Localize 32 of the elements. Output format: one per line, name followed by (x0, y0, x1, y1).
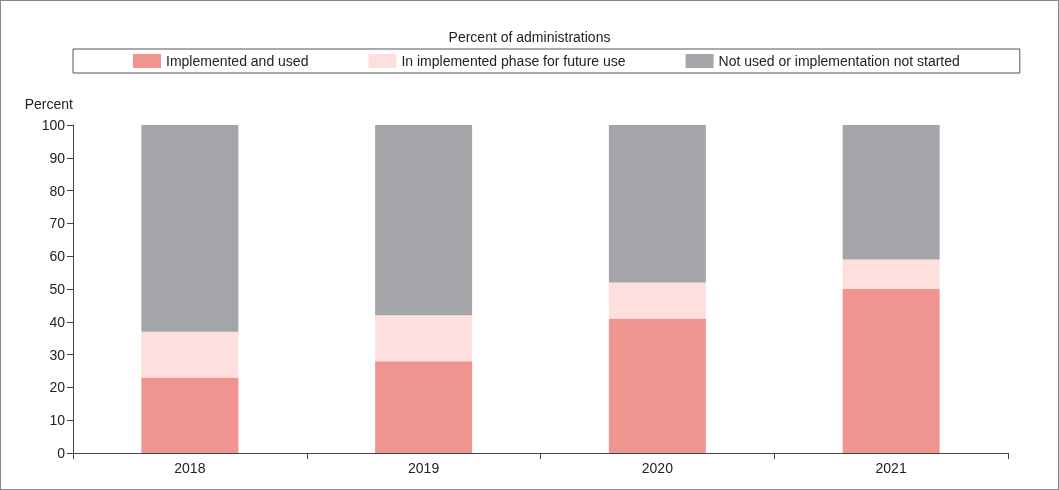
y-tick-label: 50 (49, 281, 66, 297)
bar (375, 315, 473, 362)
y-tick-label: 30 (49, 346, 66, 363)
legend-label: Implemented and used (166, 53, 309, 69)
legend-label: In implemented phase for future use (401, 53, 626, 69)
bar (375, 361, 473, 453)
y-tick-label: 60 (49, 248, 66, 265)
bar (141, 331, 239, 378)
bar (842, 289, 940, 453)
bar (842, 125, 940, 260)
bar (375, 125, 473, 316)
bar (608, 282, 706, 319)
y-tick-label: 100 (41, 117, 66, 133)
x-tick-label: 2018 (174, 460, 206, 476)
y-tick-label: 20 (49, 379, 66, 396)
x-tick-label: 2019 (408, 460, 440, 476)
bar (842, 259, 940, 289)
y-tick-label: 70 (49, 215, 66, 232)
y-axis-title: Percent (24, 96, 74, 112)
y-tick-label: 90 (49, 149, 66, 166)
y-tick-label: 0 (57, 445, 66, 461)
legend-label: Not used or implementation not started (718, 53, 960, 69)
bar (141, 125, 239, 332)
legend-title: Percent of administrations (448, 29, 611, 45)
bar (608, 125, 706, 283)
x-tick-label: 2020 (641, 460, 674, 476)
bar (141, 377, 239, 453)
y-tick-label: 10 (49, 412, 66, 429)
bar (608, 318, 706, 453)
x-tick-label: 2021 (875, 460, 907, 476)
y-tick-label: 80 (49, 182, 66, 199)
y-tick-label: 40 (49, 313, 66, 330)
